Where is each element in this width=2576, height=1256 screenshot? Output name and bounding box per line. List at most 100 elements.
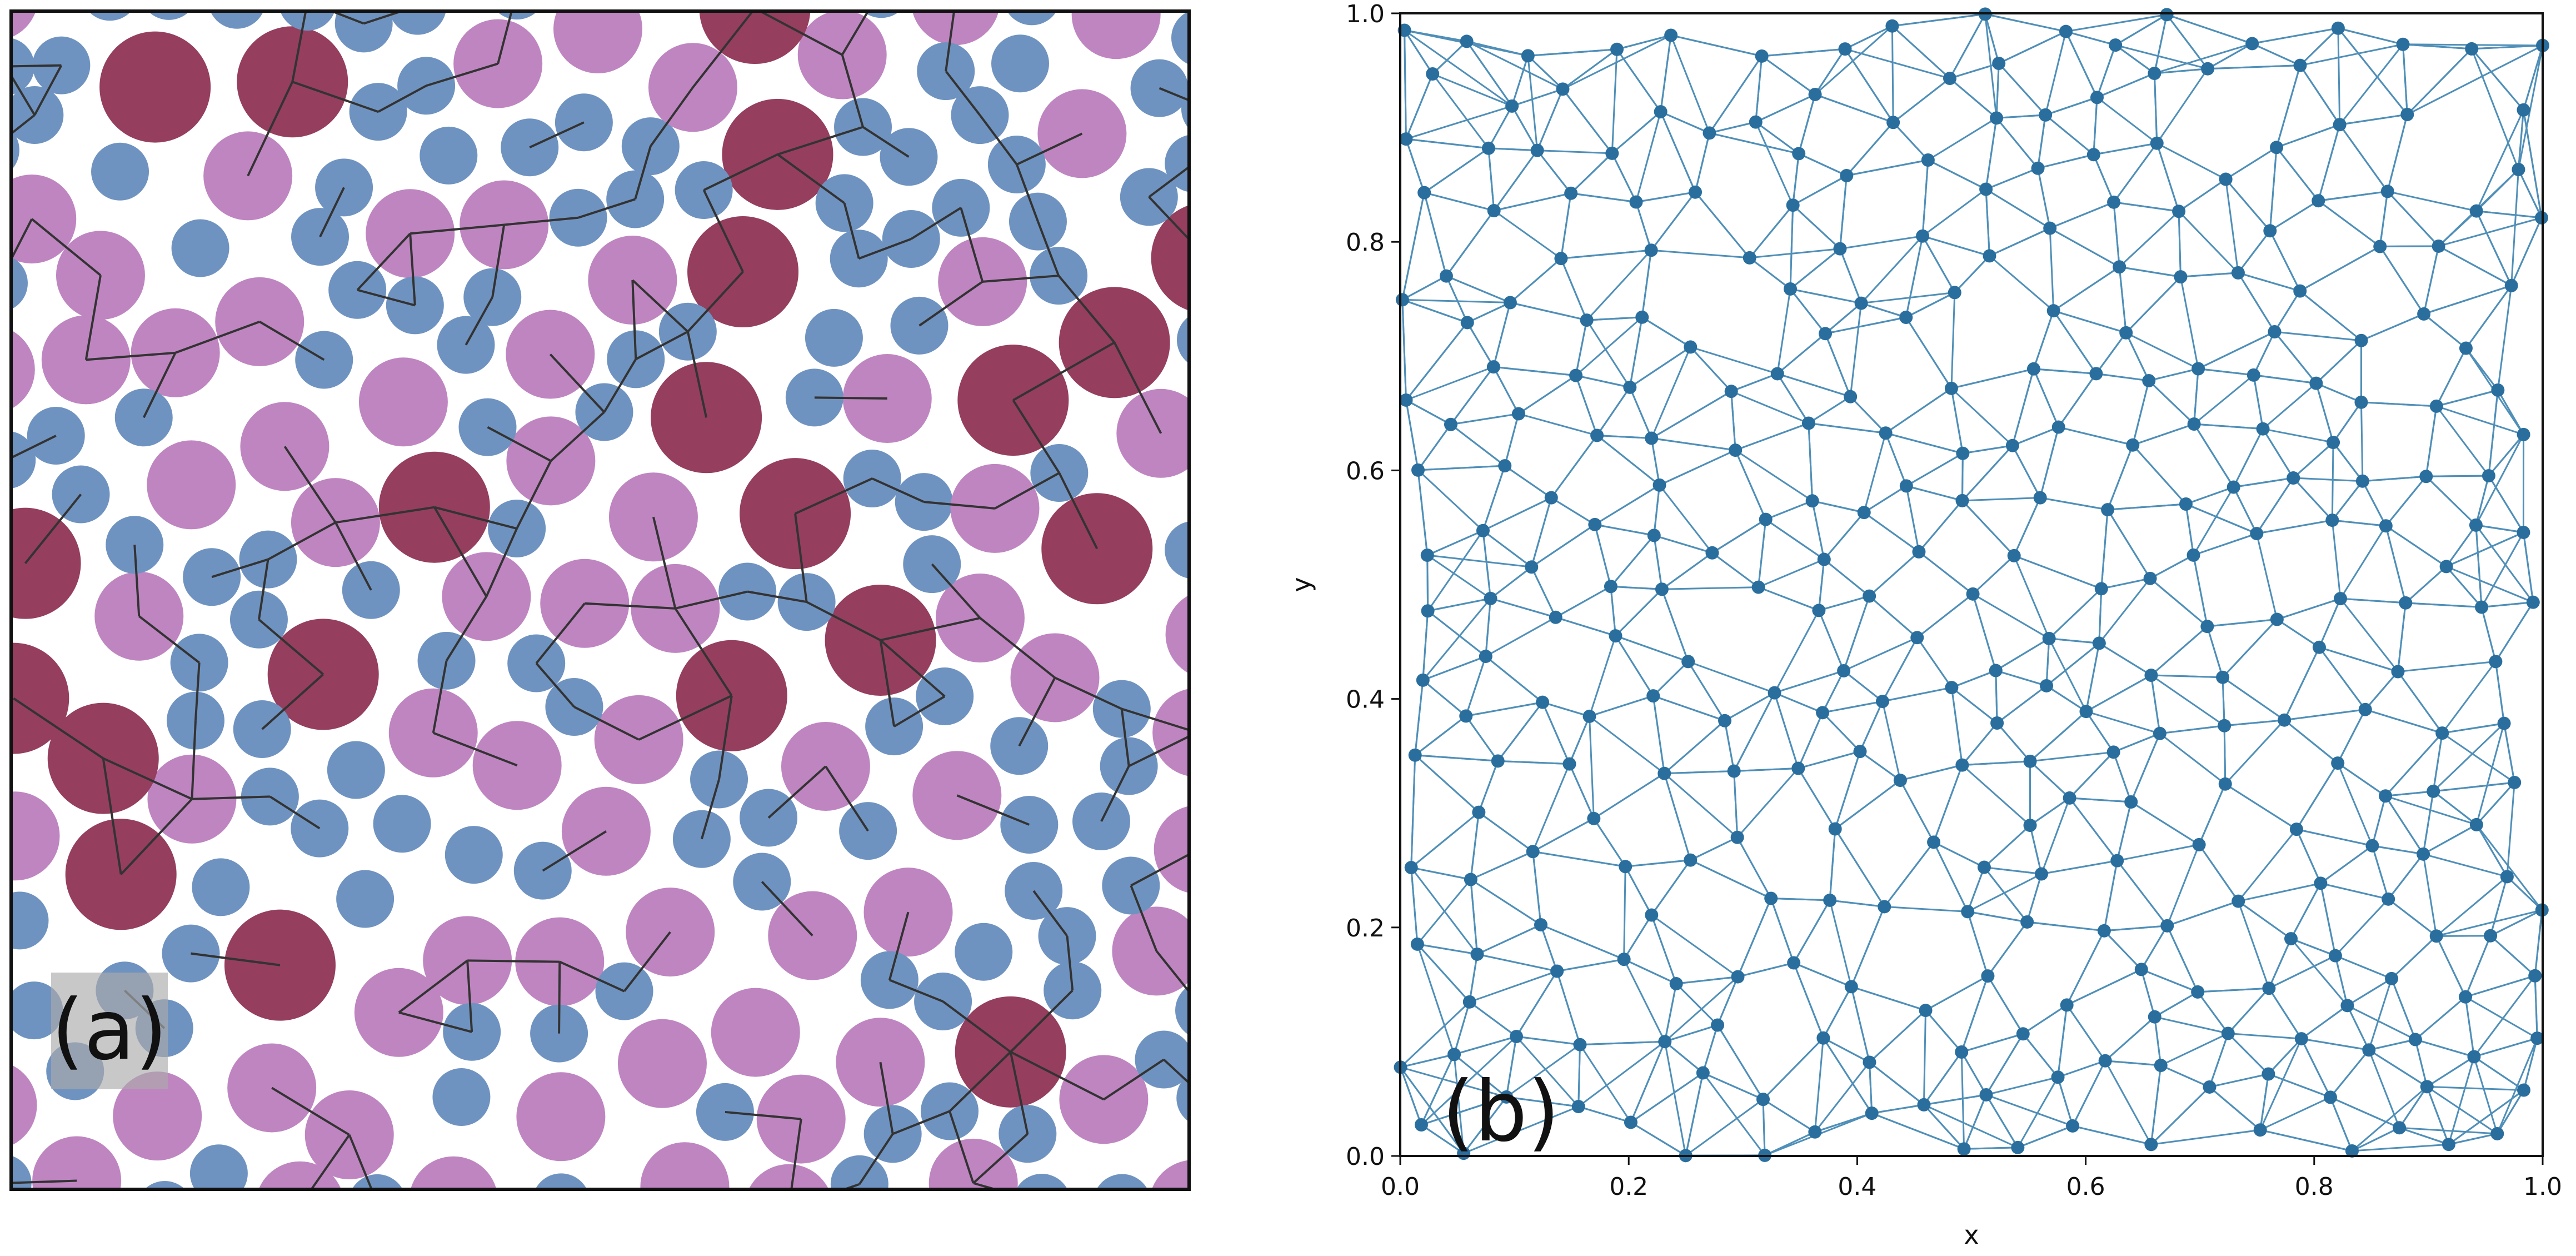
- network-edge: [1569, 764, 1595, 819]
- network-node: [1439, 269, 1453, 283]
- contact-edge: [979, 617, 1056, 679]
- network-edge: [2299, 27, 2339, 66]
- network-edge: [2125, 276, 2181, 333]
- network-edge: [2399, 1127, 2449, 1145]
- network-edge: [1823, 1037, 1870, 1063]
- network-edge: [1916, 637, 1953, 689]
- contact-edge: [319, 187, 345, 238]
- network-node: [2379, 789, 2393, 803]
- network-edge: [2140, 969, 2156, 1018]
- network-edge: [1949, 77, 1998, 119]
- network-node: [1587, 811, 1601, 825]
- network-edge: [2185, 503, 2257, 535]
- network-edge: [1405, 399, 1451, 426]
- network-edge: [1755, 121, 1800, 154]
- network-node: [2333, 118, 2347, 132]
- contact-edge: [631, 279, 689, 333]
- network-node: [1500, 1090, 1514, 1104]
- network-edge: [2026, 921, 2105, 932]
- packing-disk: [11, 330, 35, 409]
- network-edge: [2100, 509, 2109, 589]
- network-edge: [1596, 387, 1631, 436]
- contact-edge: [466, 960, 473, 1032]
- network-edge: [1793, 963, 1824, 1039]
- network-node: [2218, 719, 2231, 732]
- network-node: [1588, 517, 1602, 531]
- network-edge: [1996, 685, 2047, 724]
- network-node: [2517, 1083, 2530, 1097]
- network-node: [1653, 478, 1666, 492]
- network-node: [1470, 947, 1484, 961]
- network-node: [1609, 629, 1623, 643]
- network-edge: [1922, 188, 1986, 237]
- network-edge: [1951, 670, 1996, 689]
- network-edge: [2470, 48, 2519, 170]
- network-edge: [1709, 56, 1763, 134]
- network-edge: [1586, 320, 1631, 388]
- x-tick-label: 0.0: [1381, 1173, 1420, 1201]
- network-edge: [1843, 636, 1918, 672]
- network-node: [2459, 341, 2473, 355]
- network-edge: [1616, 48, 1661, 112]
- network-node: [1399, 393, 1413, 407]
- packing-disk: [227, 1043, 317, 1133]
- network-edge: [2193, 374, 2254, 425]
- contact-edge: [516, 460, 552, 529]
- contact-edge: [674, 607, 733, 696]
- network-edge: [1882, 686, 1952, 702]
- network-edge: [2160, 1064, 2210, 1088]
- network-node: [2046, 304, 2060, 318]
- network-edge: [2448, 1056, 2475, 1145]
- network-node: [1549, 610, 1562, 624]
- network-edge: [1532, 850, 1626, 868]
- contact-edge: [550, 411, 605, 462]
- network-node: [1604, 580, 1618, 594]
- network-edge: [2369, 1039, 2416, 1051]
- network-edge: [2166, 14, 2209, 69]
- network-edge: [1550, 435, 1598, 499]
- network-edge: [2338, 27, 2403, 46]
- network-edge: [1652, 695, 1665, 774]
- contact-edge: [1010, 1051, 1105, 1101]
- network-edge: [1995, 670, 1998, 724]
- contact-edge: [33, 64, 63, 116]
- contact-edge: [133, 545, 141, 616]
- network-edge: [2221, 677, 2225, 726]
- network-edge: [2334, 898, 2389, 956]
- network-edge: [2510, 169, 2519, 286]
- packing-disk: [1151, 1160, 1189, 1189]
- network-edge: [1690, 836, 1738, 861]
- network-edge: [2432, 732, 2443, 792]
- network-node: [2192, 838, 2206, 851]
- network-edge: [1962, 760, 2030, 766]
- network-node: [1684, 340, 1698, 354]
- network-edge: [1629, 317, 1643, 388]
- contact-edge: [0, 0, 6, 67]
- network-edge: [1738, 962, 1794, 978]
- network-node: [2469, 518, 2483, 532]
- network-edge: [1664, 1041, 1687, 1156]
- network-node: [1828, 822, 1842, 836]
- network-edge: [1482, 465, 1506, 531]
- network-node: [2191, 985, 2205, 999]
- network-edge: [1861, 302, 1906, 318]
- network-edge: [1416, 944, 1455, 1055]
- network-edge: [2475, 723, 2505, 825]
- network-node: [2323, 1090, 2337, 1104]
- network-edge: [2318, 200, 2381, 247]
- network-node: [2256, 422, 2270, 436]
- network-edge: [1623, 959, 1666, 1042]
- network-edge: [1797, 712, 1824, 769]
- network-edge: [2335, 955, 2392, 980]
- network-edge: [2237, 901, 2270, 989]
- network-node: [2382, 892, 2395, 906]
- network-edge: [2407, 44, 2543, 116]
- network-edge: [1664, 770, 1734, 775]
- network-node: [1624, 1115, 1638, 1129]
- contact-edge: [535, 602, 586, 664]
- network-edge: [2315, 383, 2334, 443]
- contact-edge: [702, 190, 744, 272]
- network-edge: [1664, 976, 1739, 1043]
- contact-edge: [725, 1110, 801, 1120]
- network-edge: [1985, 167, 2039, 190]
